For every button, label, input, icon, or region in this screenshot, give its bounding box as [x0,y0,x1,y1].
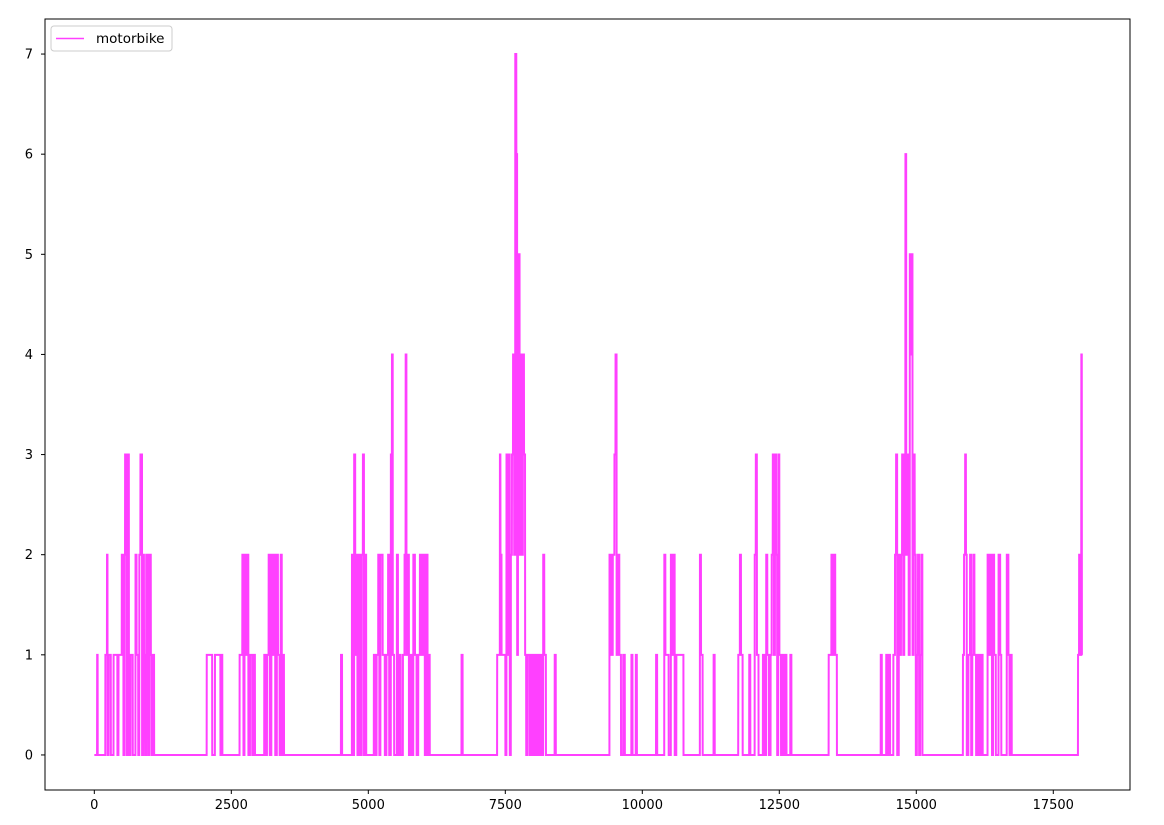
x-tick-label: 7500 [489,798,522,813]
y-axis: 0 1 2 3 4 5 6 7 [25,48,45,763]
y-tick-label: 0 [25,748,33,763]
y-tick-label: 2 [25,548,33,563]
y-tick-label: 7 [25,48,33,63]
y-tick-label: 3 [25,448,33,463]
x-tick-label: 5000 [352,798,385,813]
plot-frame [44,18,1131,791]
x-tick-label: 2500 [215,798,248,813]
x-tick-label: 15000 [896,798,937,813]
legend: motorbike [50,25,173,52]
x-tick-label: 10000 [622,798,663,813]
series-layer [94,53,1083,756]
y-tick-label: 6 [25,148,33,163]
x-tick-label: 0 [90,798,98,813]
y-tick-label: 5 [25,248,33,263]
x-tick-label: 17500 [1033,798,1074,813]
x-tick-label: 12500 [759,798,800,813]
series-line-motorbike [94,53,1083,756]
y-tick-label: 1 [25,648,33,663]
x-axis: 0 2500 5000 7500 10000 12500 15000 17500 [90,790,1074,813]
legend-label-motorbike: motorbike [96,31,164,47]
legend-frame [50,25,173,52]
y-tick-label: 4 [25,348,33,363]
